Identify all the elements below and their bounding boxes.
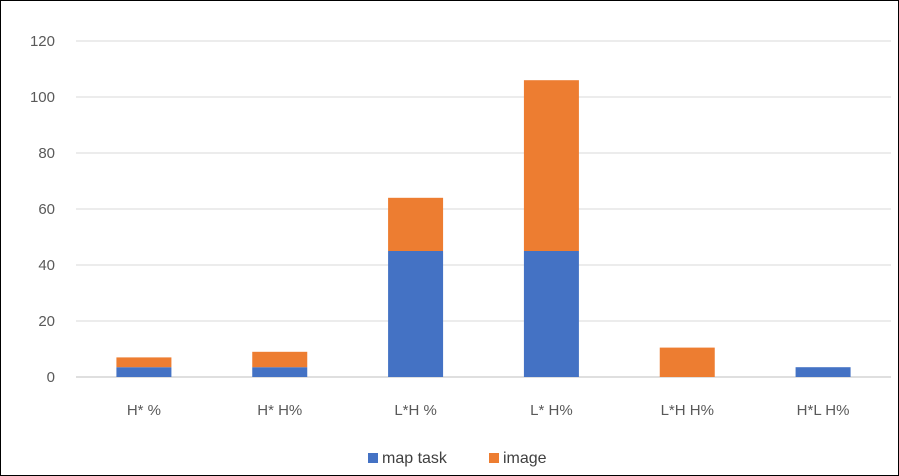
bar-segment-map-task [523, 251, 579, 377]
bar-segment-map-task [795, 367, 851, 377]
bar-segment-image [659, 347, 715, 377]
bar-segment-map-task [388, 251, 444, 377]
x-axis-tick-labels: H* % H* H% L*H % L* H% L*H H% H*L H% [127, 402, 850, 419]
y-tick-label: 120 [30, 33, 55, 50]
y-tick-label: 20 [38, 313, 55, 330]
bar-segment-image [388, 197, 444, 251]
y-axis-tick-labels: 0 20 40 60 80 100 120 [30, 33, 55, 386]
bar-segment-image [523, 80, 579, 251]
legend: map task image [368, 450, 547, 467]
y-tick-label: 60 [38, 201, 55, 218]
y-tick-label: 40 [38, 257, 55, 274]
legend-label: map task [382, 450, 448, 467]
bars [116, 80, 851, 377]
x-tick-label: L*H % [394, 402, 437, 419]
bar-segment-map-task [116, 367, 172, 377]
y-tick-label: 80 [38, 145, 55, 162]
legend-label: image [503, 450, 547, 467]
x-tick-label: H*L H% [797, 402, 850, 419]
y-tick-label: 0 [47, 369, 55, 386]
bar-segment-image [252, 351, 308, 368]
bar-segment-image [116, 357, 172, 368]
x-tick-label: L* H% [530, 402, 573, 419]
x-tick-label: H* H% [257, 402, 302, 419]
legend-swatch [489, 453, 499, 463]
bar-segment-map-task [252, 367, 308, 377]
gridlines [76, 40, 891, 378]
legend-swatch [368, 453, 378, 463]
y-tick-label: 100 [30, 89, 55, 106]
x-tick-label: H* % [127, 402, 161, 419]
x-tick-label: L*H H% [661, 402, 714, 419]
